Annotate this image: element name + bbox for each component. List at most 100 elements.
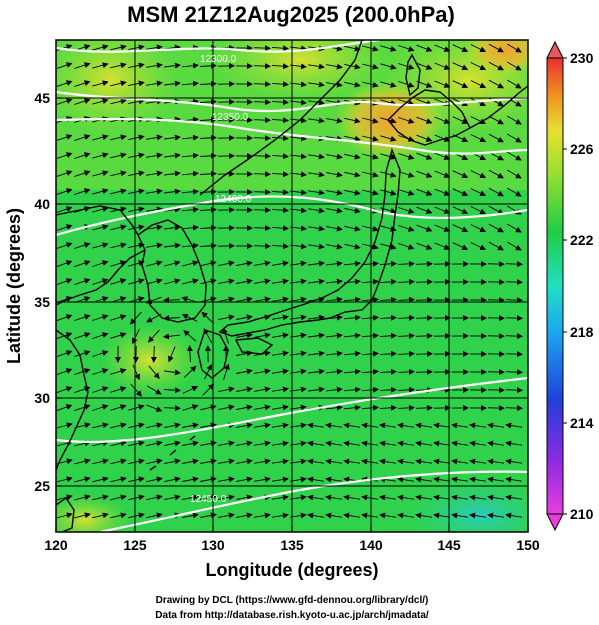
wind-vector [415,512,432,519]
wind-vector [505,333,523,340]
colorbar-label-218: 218 [570,324,594,340]
wind-vector [164,278,181,285]
wind-vector [272,440,289,447]
wind-vector [343,368,361,375]
wind-vector [452,224,469,232]
wind-vector [469,422,486,429]
wind-vector [272,404,289,411]
x-tick-label-150: 150 [516,537,540,553]
wind-vector [469,494,486,501]
wind-vector [307,422,324,429]
wind-vector [92,62,109,69]
wind-vector [326,243,343,250]
credit-drawing: Drawing by DCL (https://www.gfd-dennou.o… [156,595,429,606]
wind-vector [236,512,253,519]
coastlines [56,40,528,532]
plot-area: 12300.0 12350.0 12400.0 12450.0 [56,40,528,532]
wind-vector [326,189,343,196]
wind-vector [128,494,145,501]
wind-vector [361,332,379,339]
wind-vector [308,171,325,178]
wind-vector [254,278,271,285]
y-tick-label-25: 25 [34,478,50,494]
wind-vector [164,62,181,69]
wind-vector [343,350,361,357]
wind-vector [56,98,73,106]
wind-vector [253,117,271,124]
wind-vector [325,494,342,501]
wind-vector [469,440,486,447]
wind-vector [92,440,109,447]
wind-vector [326,350,343,357]
wind-vector [147,329,160,343]
wind-vector [398,63,415,70]
wind-vector [146,188,163,195]
wind-vector [271,243,289,250]
wind-vector [343,440,360,447]
wind-vector [505,422,522,429]
wind-vector [182,278,199,285]
wind-vector [398,189,415,196]
x-tick-label-120: 120 [44,537,68,553]
wind-vector [56,314,73,322]
field-orange-corner [465,40,528,75]
wind-vector [222,327,230,344]
wind-vector [92,350,109,357]
wind-vector [56,278,73,286]
wind-vector [488,187,504,197]
wind-vector [379,404,397,411]
wind-vector [433,476,450,483]
wind-vector [146,152,163,159]
wind-vector [182,440,199,447]
wind-vector [397,350,415,357]
wind-vector [128,278,145,285]
wind-vector [271,189,289,196]
wind-vector [110,152,127,159]
wind-vector [398,117,415,124]
wind-vector [290,314,307,321]
contour-line-3 [56,117,528,155]
wind-vector [272,512,289,519]
wind-vector [110,476,127,483]
wind-vector [290,296,307,303]
wind-vector [307,440,324,447]
wind-vector [128,206,145,213]
wind-vector [74,404,91,412]
wind-vector [74,278,91,286]
wind-vector [416,170,433,178]
wind-vector [181,62,199,69]
wind-vector [236,386,253,393]
wind-vector [56,224,73,232]
wind-vector [289,153,307,160]
wind-vector [488,151,504,161]
wind-vector [182,422,199,429]
wind-vector [92,332,109,339]
wind-vector [218,296,235,303]
wind-vector [398,171,415,178]
wind-vector [110,134,127,141]
wind-vector [56,368,73,376]
wind-vector [236,332,253,339]
coastline-kurils [469,85,528,129]
wind-vector [128,44,145,51]
wind-vector [325,458,342,465]
wind-vector [361,278,379,285]
wind-vector [470,188,487,197]
wind-vector [397,386,415,393]
wind-vector [164,458,181,465]
wind-vector [56,44,73,52]
wind-vector [451,440,468,447]
wind-vector [146,206,163,213]
wind-vector [271,99,289,106]
wind-vector [361,386,379,393]
x-tick-label-130: 130 [201,537,225,553]
wind-vector [74,314,91,322]
wind-vector [74,458,91,465]
wind-vector [308,243,325,250]
wind-vector [164,242,181,249]
wind-vector [92,242,109,249]
wind-vector [92,152,109,159]
wind-vector [343,494,360,501]
wind-vector [146,440,163,447]
wind-vector [146,62,163,69]
